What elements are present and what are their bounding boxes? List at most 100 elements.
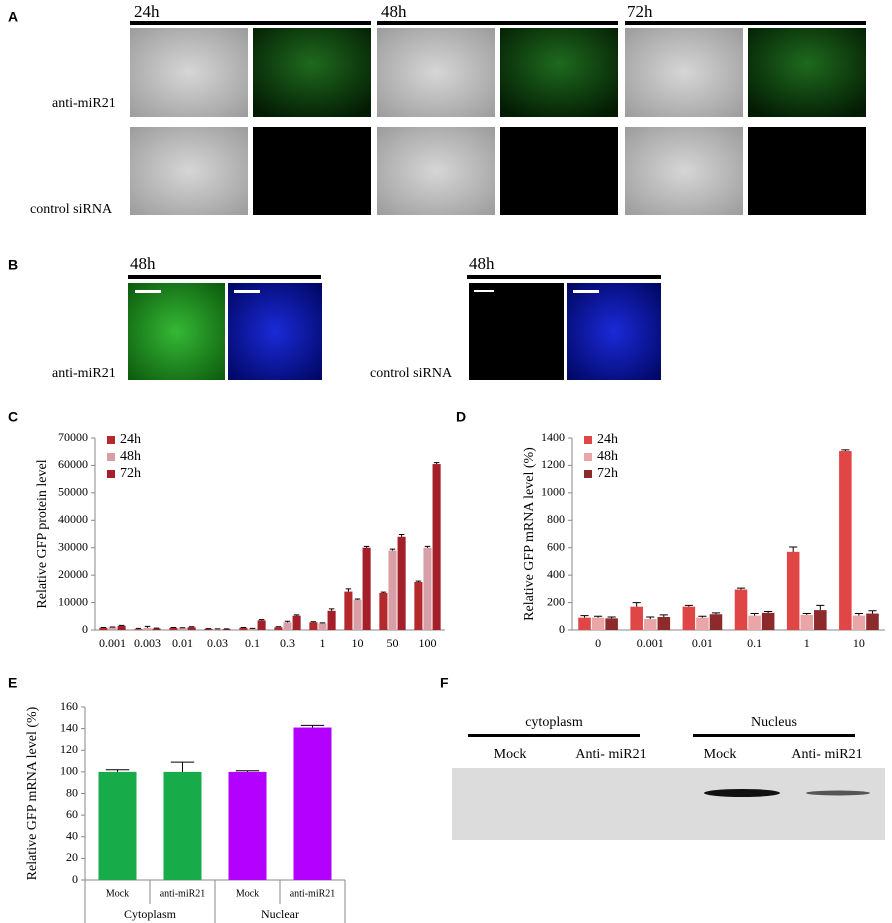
bar: [117, 625, 126, 630]
error-bar: [816, 604, 825, 611]
error-bar: [105, 769, 130, 772]
row-label: control siRNA: [30, 202, 113, 217]
bar: [163, 771, 202, 880]
x-tick-label: 0.001: [99, 636, 126, 650]
error-bar: [398, 534, 405, 537]
bar: [169, 627, 178, 630]
legend-swatch: [584, 453, 592, 461]
error-bar: [118, 624, 125, 626]
legend-label: 72h: [597, 466, 618, 481]
error-bar: [424, 545, 431, 548]
y-tick-label: 200: [547, 594, 565, 608]
bar: [143, 627, 152, 630]
y-tick-label: 70000: [58, 430, 88, 444]
error-bar: [345, 588, 352, 592]
x-tick-label: 0.003: [134, 636, 161, 650]
y-tick-label: 40000: [58, 512, 88, 526]
error-bar: [293, 614, 300, 616]
error-bar: [802, 613, 811, 615]
time-label: 72h: [627, 2, 653, 21]
error-bar: [235, 770, 260, 772]
bar: [423, 547, 432, 630]
y-tick-label: 400: [547, 567, 565, 581]
y-tick-label: 0: [72, 872, 78, 886]
x-tick-label: 0: [595, 636, 601, 650]
x-tick-label: anti-miR21: [290, 888, 336, 899]
time-bars: [130, 21, 866, 25]
error-bar: [354, 598, 361, 600]
error-bar: [594, 615, 603, 618]
y-tick-label: 0: [559, 622, 565, 636]
bar: [761, 612, 775, 630]
x-tick-label: 50: [387, 636, 399, 650]
error-bar: [300, 724, 325, 728]
legend-label: 48h: [120, 449, 141, 464]
bar: [178, 628, 187, 630]
y-tick-label: 140: [60, 720, 78, 734]
y-tick-label: 1400: [541, 430, 565, 444]
error-bar: [380, 591, 387, 593]
error-bar: [363, 545, 370, 548]
x-tick-label: 0.03: [207, 636, 228, 650]
error-bar: [711, 612, 721, 615]
x-tick-label: 0.1: [747, 636, 762, 650]
error-bar: [698, 615, 707, 618]
bar: [800, 614, 814, 630]
lane-label: Mock: [704, 747, 737, 762]
x-tick-label: Mock: [106, 888, 129, 899]
bar: [292, 615, 301, 630]
panel-label: D: [456, 409, 466, 425]
y-tick-label: 10000: [58, 594, 88, 608]
bar: [134, 629, 143, 630]
x-tick-label: 1: [804, 636, 810, 650]
group-label: cytoplasm: [525, 715, 583, 730]
bar: [222, 629, 231, 630]
bar: [293, 727, 332, 880]
y-tick-label: 600: [547, 539, 565, 553]
y-tick-label: 60000: [58, 457, 88, 471]
bar: [248, 628, 257, 630]
bar: [353, 599, 362, 630]
error-bar: [580, 615, 589, 618]
bar: [682, 606, 696, 630]
time-label: 48h: [381, 2, 407, 21]
panel-label: E: [8, 675, 17, 691]
y-tick-label: 1000: [541, 485, 565, 499]
error-bar: [764, 610, 773, 613]
panel-label: B: [8, 257, 18, 273]
legend-swatch: [107, 436, 115, 444]
x-tick-label: 1: [320, 636, 326, 650]
x-tick-label: 0.3: [280, 636, 295, 650]
x-tick-label: 0.001: [637, 636, 664, 650]
y-tick-label: 80: [66, 785, 78, 799]
time-label: 48h: [130, 254, 156, 273]
error-bar: [284, 620, 291, 623]
bar: [605, 618, 618, 630]
micrographs: [128, 283, 661, 380]
error-bar: [684, 604, 693, 607]
error-bar: [868, 610, 877, 614]
panel-label: F: [440, 675, 449, 691]
group-bars: [468, 734, 855, 737]
error-bar: [188, 626, 195, 628]
error-bar: [328, 608, 335, 611]
bar: [362, 547, 371, 630]
y-axis-label: Relative GFP mRNA level (%): [25, 706, 40, 880]
x-tick-label: 0.01: [172, 636, 193, 650]
bar: [734, 589, 748, 630]
group-label: Nucleus: [751, 715, 797, 730]
error-bar: [144, 625, 151, 628]
bar: [839, 451, 852, 630]
error-bar: [789, 546, 798, 552]
x-tick-label: 0.1: [245, 636, 260, 650]
error-bar: [415, 580, 422, 582]
legend-label: 48h: [597, 449, 618, 464]
bar: [239, 627, 248, 630]
x-tick-label: 0.01: [692, 636, 713, 650]
y-tick-label: 1200: [541, 457, 565, 471]
bar: [379, 592, 388, 630]
western-blot: [452, 768, 885, 840]
bar: [866, 613, 879, 630]
panel-label: C: [8, 409, 18, 425]
bar: [696, 617, 709, 630]
